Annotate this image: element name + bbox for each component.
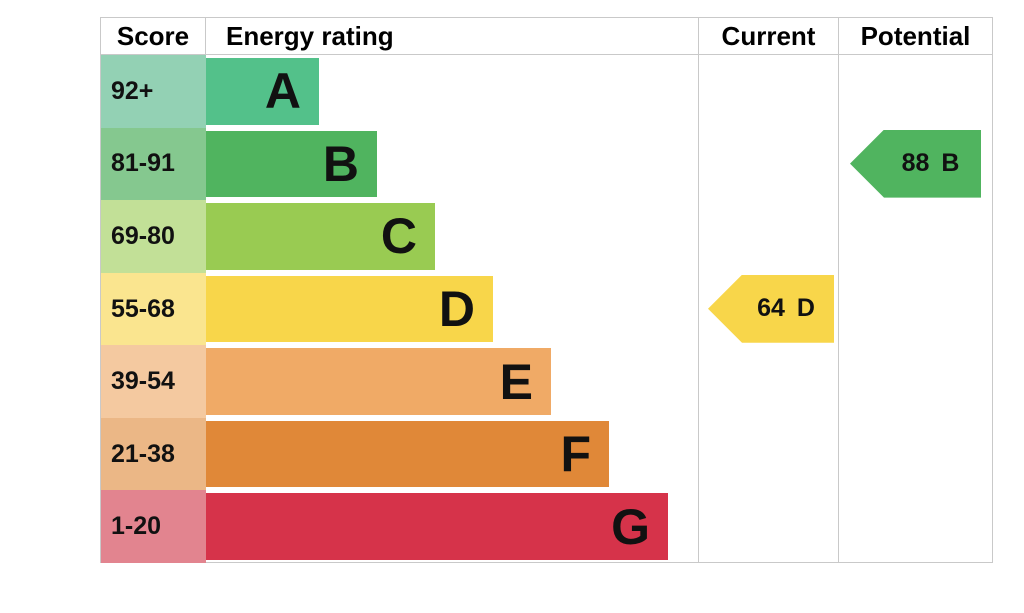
- band-bar: E: [206, 348, 551, 415]
- band-row: 39-54 E: [101, 345, 992, 418]
- arrow-score: 88: [901, 149, 930, 178]
- header-energy-rating: Energy rating: [226, 20, 394, 51]
- arrow-letter: D: [796, 294, 815, 323]
- band-bar: F: [206, 420, 609, 488]
- band-letter: D: [438, 281, 475, 338]
- band-score-range: 92+: [101, 55, 206, 128]
- band-score-range: 1-20: [101, 490, 206, 564]
- divider-current-column: [698, 55, 699, 563]
- band-bar: B: [206, 130, 377, 198]
- band-letter: A: [264, 63, 301, 120]
- arrow-letter: B: [941, 149, 960, 178]
- header-score: Score: [101, 18, 206, 54]
- band-letter: C: [380, 208, 417, 265]
- band-row: 69-80 C: [101, 200, 992, 273]
- band-row: 1-20 G: [101, 490, 992, 564]
- band-score-range: 55-68: [101, 272, 206, 346]
- band-row: 55-68 D: [101, 272, 992, 346]
- band-score-range: 21-38: [101, 417, 206, 491]
- band-row: 81-91 B: [101, 127, 992, 201]
- epc-body: 92+ A 81-91 B 69-80 C 55-68 D 39-54 E 21…: [101, 55, 992, 564]
- band-letter: G: [611, 498, 650, 555]
- band-bar: G: [206, 493, 668, 561]
- table-header-row: Score Energy rating Current Potential: [101, 18, 992, 55]
- band-letter: F: [560, 426, 591, 483]
- header-current: Current: [698, 18, 838, 54]
- epc-table: Score Energy rating Current Potential 92…: [100, 17, 993, 564]
- header-potential: Potential: [838, 18, 992, 54]
- band-score-range: 39-54: [101, 345, 206, 418]
- band-bar: A: [206, 58, 319, 125]
- band-letter: B: [322, 135, 359, 192]
- band-score-range: 69-80: [101, 200, 206, 273]
- band-row: 92+ A: [101, 55, 992, 128]
- arrow-score: 64: [757, 294, 785, 323]
- divider-potential-column: [838, 55, 839, 563]
- band-bar: C: [206, 203, 435, 270]
- band-row: 21-38 F: [101, 417, 992, 491]
- band-bar: D: [206, 275, 493, 343]
- band-letter: E: [499, 353, 533, 410]
- band-score-range: 81-91: [101, 127, 206, 201]
